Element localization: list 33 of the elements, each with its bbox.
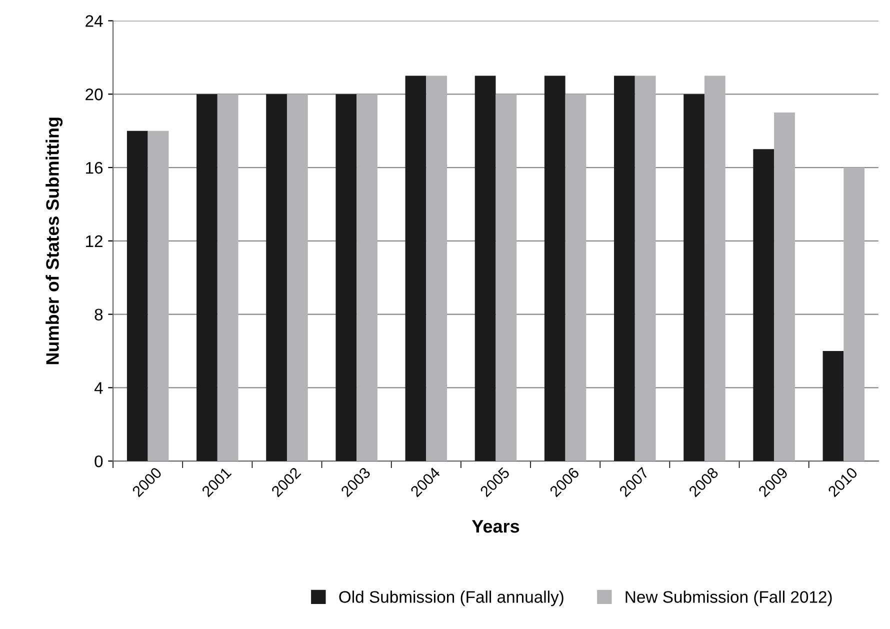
bar [196,94,218,462]
legend-label: New Submission (Fall 2012) [626,590,832,606]
bar [822,350,844,462]
bar [266,94,287,462]
bar [217,94,238,462]
bar [684,94,704,462]
y-axis-title: Number of States Submitting [46,118,63,364]
bar [148,130,169,462]
bar [426,76,448,462]
bar [544,76,566,462]
bar [774,112,795,462]
bar [496,94,517,462]
bar [126,130,148,462]
y-tick-label: 12 [86,235,102,247]
bar [844,168,865,462]
y-tick-label: 4 [94,382,103,394]
bar [286,94,308,462]
bar [704,76,726,462]
y-tick-label: 8 [94,308,103,320]
bar [753,149,774,462]
y-tick-label: 16 [86,162,103,174]
bar [405,76,426,462]
y-tick-label: 20 [86,88,103,100]
bar [336,94,357,462]
bar [356,94,378,462]
bar [565,94,586,462]
bar [474,76,496,462]
bar [614,76,635,462]
bar [634,76,656,462]
y-tick-label: 24 [86,15,103,27]
legend-label: Old Submission (Fall annually) [339,590,564,606]
x-axis-title: Years [472,520,520,533]
y-tick-label: 0 [94,455,103,468]
